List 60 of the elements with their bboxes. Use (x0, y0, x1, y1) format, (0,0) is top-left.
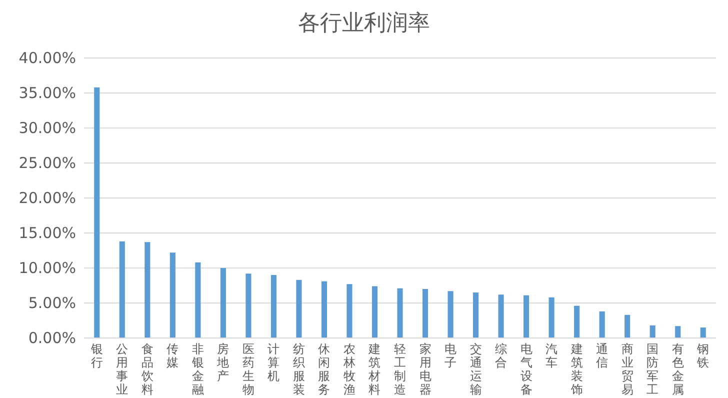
bar (700, 328, 706, 338)
x-tick-label: 公用事业 (116, 342, 128, 396)
x-tick-label: 钢铁 (696, 342, 710, 370)
y-tick-label: 35.00% (18, 84, 76, 102)
x-tick-label: 通信 (596, 342, 608, 370)
chart-title: 各行业利润率 (298, 11, 430, 36)
x-tick-label: 国防军工 (646, 342, 659, 396)
x-tick-label: 电子 (444, 342, 457, 370)
x-tick-label: 银行 (90, 342, 103, 370)
x-tick-label: 计算机 (268, 342, 280, 383)
bar (170, 252, 176, 338)
x-tick-label: 家用电器 (419, 342, 432, 396)
x-tick-label: 农林牧渔 (342, 342, 356, 396)
y-tick-label: 40.00% (18, 48, 76, 67)
bar (144, 242, 150, 338)
bar (270, 275, 276, 338)
bar (220, 268, 226, 338)
bar (246, 274, 252, 338)
x-tick-label: 汽车 (546, 342, 558, 370)
bar (548, 297, 554, 338)
bar (473, 292, 479, 338)
bar (397, 288, 403, 338)
x-tick-label: 纺织服装 (292, 342, 305, 396)
bar (422, 289, 428, 338)
bar (650, 325, 656, 338)
x-tick-label: 传媒 (166, 342, 179, 370)
bar (372, 286, 378, 338)
bar (94, 87, 100, 338)
bar (599, 311, 605, 338)
y-tick-label: 5.00% (28, 294, 76, 312)
y-tick-label: 15.00% (18, 224, 76, 242)
x-tick-label: 商业贸易 (621, 342, 634, 396)
bar (524, 295, 530, 338)
x-tick-label: 综合 (495, 342, 508, 370)
x-tick-label: 休闲服务 (318, 342, 330, 396)
bar (321, 281, 327, 338)
bar (296, 280, 302, 338)
x-tick-label: 轻工制造 (394, 342, 406, 396)
y-tick-label: 0.00% (28, 328, 76, 347)
bar (195, 262, 201, 338)
x-tick-label: 建筑材料 (368, 342, 381, 396)
y-tick-label: 25.00% (18, 154, 76, 172)
bar (448, 291, 454, 338)
y-tick-label: 10.00% (18, 258, 76, 277)
x-tick-label: 非银金融 (190, 342, 204, 396)
x-tick-label: 建筑装饰 (570, 342, 583, 396)
bar (624, 314, 630, 338)
x-tick-label: 有色金属 (672, 342, 684, 396)
bar (119, 241, 125, 338)
x-tick-label: 食品饮料 (140, 342, 154, 396)
bar (675, 326, 681, 338)
y-tick-label: 20.00% (18, 188, 76, 207)
y-tick-label: 30.00% (18, 118, 76, 137)
bar (574, 306, 580, 338)
x-tick-label: 电气设备 (520, 342, 532, 396)
x-tick-label: 医药生物 (242, 342, 254, 396)
bar (498, 294, 504, 338)
bar (346, 284, 352, 338)
x-tick-label: 交通运输 (470, 342, 482, 396)
x-tick-label: 房地产 (216, 342, 230, 383)
